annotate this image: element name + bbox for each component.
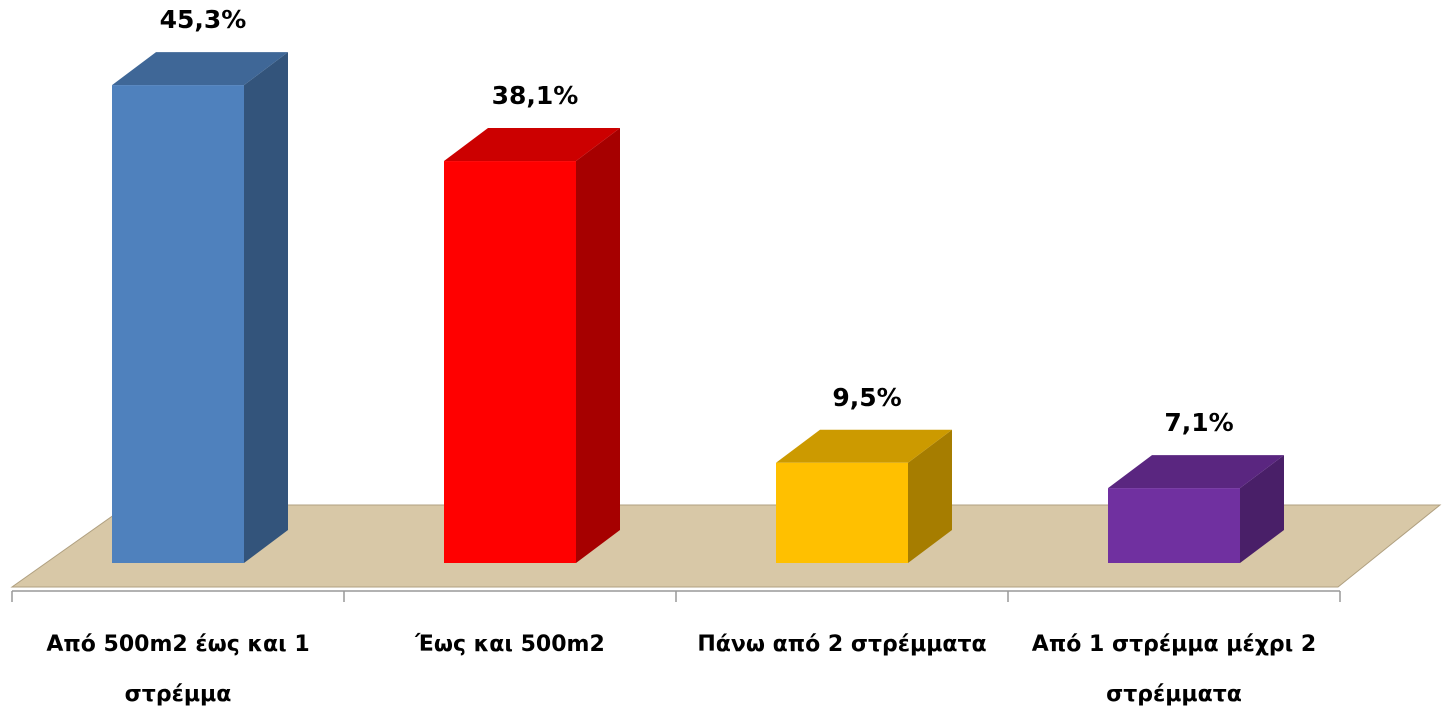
bar-top (444, 128, 620, 162)
data-label: 7,1% (1164, 408, 1233, 437)
bar-top (112, 52, 288, 86)
data-label: 9,5% (832, 383, 901, 412)
x-tick-label: Πάνω από 2 στρέμματα (697, 632, 987, 657)
floor (10, 504, 1442, 588)
x-tick-label: Από 1 στρέμμα μέχρι 2 στρέμματα (1031, 632, 1317, 707)
x-tick-label: Έως και 500m2 (415, 632, 605, 657)
bar-side (1240, 455, 1284, 563)
bar-side (244, 52, 288, 564)
bar (776, 462, 908, 563)
bar-top (776, 429, 952, 463)
bar-top (1108, 455, 1284, 489)
bar (112, 85, 244, 564)
data-label: 45,3% (160, 5, 247, 34)
bar (1108, 488, 1240, 563)
x-tick-label: Από 500m2 έως και 1 στρέμμα (46, 632, 310, 707)
bar (444, 161, 576, 564)
bar-side (576, 128, 620, 564)
data-label: 38,1% (492, 81, 579, 110)
bar-side (908, 429, 952, 563)
